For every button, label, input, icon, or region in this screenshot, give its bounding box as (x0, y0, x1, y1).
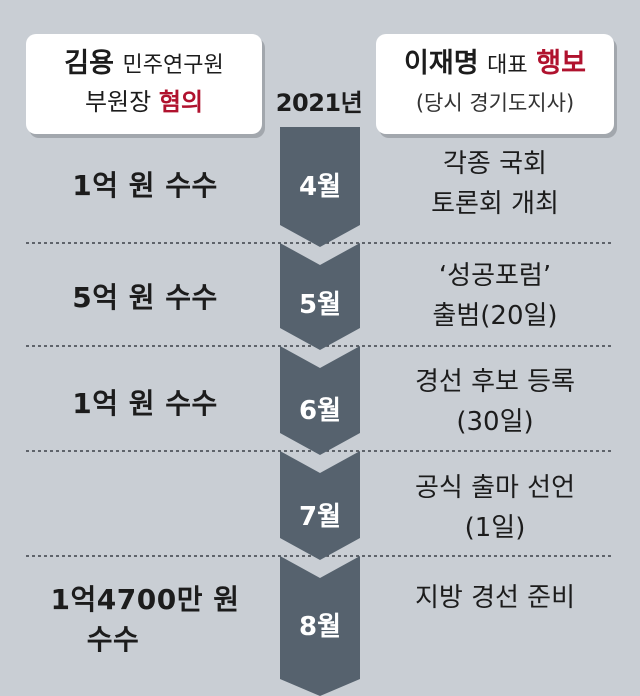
chevron-arrow (280, 556, 360, 696)
left-header-title: 민주연구원 (122, 53, 224, 78)
year-label: 2021년 (275, 89, 363, 117)
right-header-sub: (당시 경기도지사) (415, 91, 575, 115)
left-row-text: 1억4700만 원 (50, 583, 240, 616)
month-label: 6월 (298, 396, 341, 426)
left-row-text: 5억 원 수수 (72, 281, 218, 314)
chevron-arrow (280, 243, 360, 350)
right-row-text: (30일) (456, 407, 534, 437)
left-row-text: 1억 원 수수 (72, 387, 218, 420)
left-header-name: 김용 (64, 48, 114, 79)
right-row-text: 지방 경선 준비 (414, 583, 576, 613)
left-header-title-2: 부원장 (84, 88, 152, 116)
right-header-name: 이재명 (404, 48, 479, 79)
right-row-text: (1일) (464, 513, 526, 543)
month-chevrons (280, 127, 360, 696)
right-header-tag: 행보 (536, 48, 586, 79)
right-header-title: 대표 (487, 53, 528, 78)
chevron-arrow (280, 127, 360, 247)
chevron-arrow (280, 346, 360, 455)
left-header-tag: 혐의 (158, 88, 204, 116)
month-label: 8월 (298, 612, 341, 642)
right-row-text: 토론회 개최 (431, 189, 559, 219)
month-label: 4월 (298, 172, 341, 202)
left-row-text: 1억 원 수수 (72, 169, 218, 202)
left-row-text: 수수 (86, 623, 140, 656)
right-row-text: 경선 후보 등록 (414, 367, 576, 397)
month-label: 7월 (298, 502, 341, 532)
left-header-card: 김용 민주연구원 부원장 혐의 (26, 34, 262, 134)
right-row-text: ‘성공포럼’ (438, 261, 552, 291)
right-row-text: 출범(20일) (432, 301, 558, 331)
month-label: 5월 (298, 290, 341, 320)
right-row-text: 공식 출마 선언 (414, 473, 576, 503)
right-row-text: 각종 국회 (443, 149, 547, 179)
chevron-arrow (280, 451, 360, 560)
right-header-card: 이재명 대표 행보 (당시 경기도지사) (376, 34, 614, 134)
